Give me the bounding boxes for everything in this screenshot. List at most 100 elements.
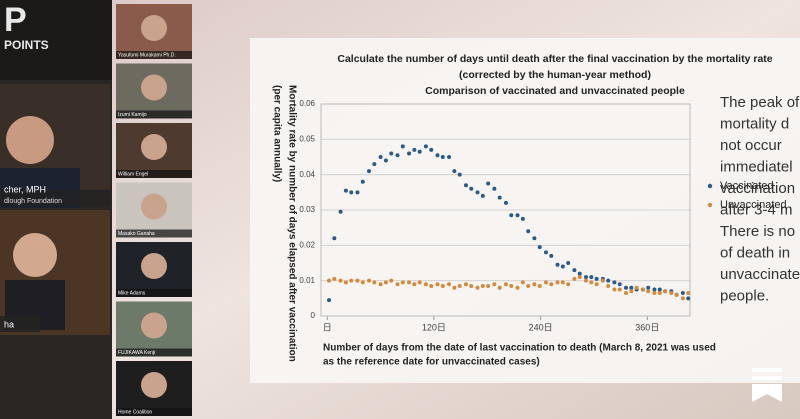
legend-marker xyxy=(707,202,713,208)
point xyxy=(343,280,348,285)
icon-ribbon xyxy=(752,384,782,402)
participant-name: Masako Ganaha xyxy=(118,231,155,237)
point xyxy=(400,144,405,149)
point xyxy=(566,261,571,265)
point xyxy=(327,298,332,303)
brand: POINTS xyxy=(4,38,49,52)
point xyxy=(589,280,594,285)
point xyxy=(657,287,662,292)
point xyxy=(492,282,497,287)
participant-face xyxy=(141,134,167,160)
point xyxy=(680,291,685,296)
y-axis-label: Mortality rate by number of days elapsed… xyxy=(286,85,297,362)
point xyxy=(447,155,452,159)
point xyxy=(532,282,537,287)
point xyxy=(629,285,634,290)
point xyxy=(497,285,502,290)
point xyxy=(332,236,337,241)
bookmark-icon xyxy=(752,368,782,402)
y-tick-label: 0.02 xyxy=(299,240,315,249)
y-tick-label: 0.03 xyxy=(299,205,315,214)
point xyxy=(606,278,611,283)
participant-face xyxy=(141,74,167,101)
point xyxy=(435,153,440,158)
point xyxy=(395,153,400,158)
point xyxy=(412,147,417,152)
point xyxy=(355,278,360,283)
point xyxy=(572,276,577,281)
point xyxy=(623,291,628,296)
point xyxy=(407,280,412,285)
point xyxy=(612,280,617,285)
slide-line: The peak of xyxy=(720,94,800,111)
point xyxy=(463,282,468,287)
point xyxy=(629,289,634,294)
point xyxy=(400,280,405,285)
point xyxy=(349,190,354,195)
point xyxy=(532,236,537,241)
point xyxy=(383,158,388,163)
x-axis-label: Number of days from the date of last vac… xyxy=(323,343,716,354)
icon-bar xyxy=(752,376,782,380)
point xyxy=(600,278,605,283)
point xyxy=(509,283,514,288)
point xyxy=(469,283,474,288)
speaker-name: ha xyxy=(4,319,14,329)
legend-label: Unvaccinated xyxy=(720,199,787,211)
point xyxy=(594,276,599,281)
slide-line: after 3-4 m xyxy=(720,201,793,218)
point xyxy=(515,285,520,290)
point xyxy=(577,275,582,280)
participant-name-bar xyxy=(116,348,192,357)
point xyxy=(686,296,691,301)
point xyxy=(634,285,639,290)
point xyxy=(583,275,588,280)
point xyxy=(560,264,565,269)
point xyxy=(589,275,594,280)
point xyxy=(457,172,462,177)
point xyxy=(543,250,548,255)
point xyxy=(338,278,343,283)
point xyxy=(509,213,514,218)
point xyxy=(417,149,422,154)
point xyxy=(669,291,674,296)
point xyxy=(640,287,645,292)
point xyxy=(515,213,520,218)
name-bar xyxy=(0,316,40,332)
point xyxy=(486,283,491,288)
point xyxy=(526,283,531,288)
point xyxy=(652,291,657,296)
point xyxy=(452,169,457,174)
point xyxy=(407,151,412,156)
participant-name: Home Coalition xyxy=(118,409,152,415)
point xyxy=(367,278,372,283)
point xyxy=(355,190,360,195)
point xyxy=(537,245,542,250)
point xyxy=(520,216,525,221)
participant-face xyxy=(141,253,167,279)
point xyxy=(378,282,383,287)
point xyxy=(646,285,651,290)
participant-name: Mike Adams xyxy=(118,290,146,296)
participant-name: William Engel xyxy=(118,171,148,177)
point xyxy=(594,282,599,287)
speaker-name: cher, MPH xyxy=(4,184,46,194)
participant-column: Yasufumi Murakami Ph.D. Izumi Kamijo Willi… xyxy=(116,4,192,416)
chart-title: Comparison of vaccinated and unvaccinate… xyxy=(425,85,685,97)
legend-marker xyxy=(707,183,713,189)
point xyxy=(480,193,485,198)
point xyxy=(549,253,554,258)
x-tick-label: 120日 xyxy=(422,322,446,332)
point xyxy=(560,280,565,285)
point xyxy=(332,276,337,281)
point xyxy=(555,262,560,267)
slide-line: of death in xyxy=(720,244,790,261)
face xyxy=(6,116,54,164)
point xyxy=(395,282,400,287)
point xyxy=(503,282,508,287)
point xyxy=(606,283,611,288)
y-tick-label: 0.05 xyxy=(299,134,315,143)
point xyxy=(577,271,582,276)
x-axis-label: as the reference date for unvaccinated c… xyxy=(323,357,540,368)
face xyxy=(13,233,57,277)
